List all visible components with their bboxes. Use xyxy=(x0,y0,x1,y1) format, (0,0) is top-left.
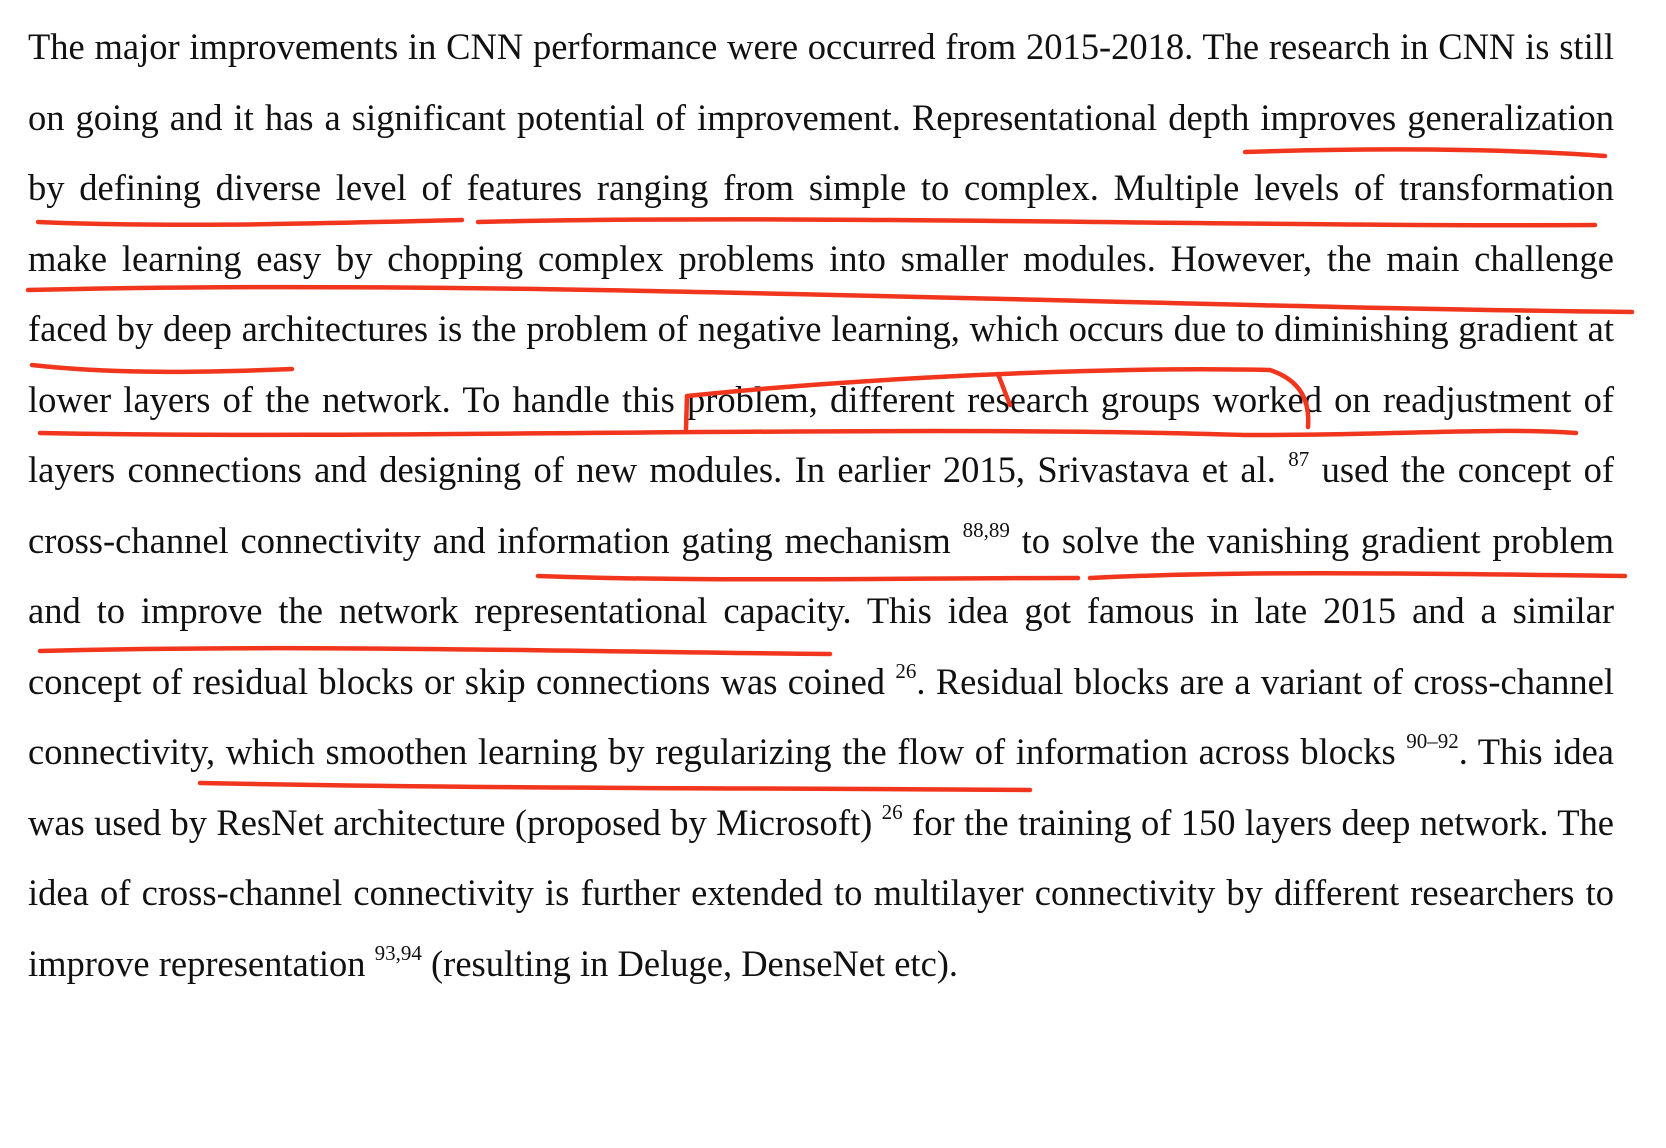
text-run: The major improvements in CNN performanc… xyxy=(28,26,1614,138)
text-run: used the concept of cross-channel connec… xyxy=(28,449,1614,561)
text-run: . This idea was used by ResNet architect… xyxy=(28,731,1614,843)
text-run: diminishing gradient at lower layers xyxy=(28,308,1614,420)
citation-superscript: 88,89 xyxy=(962,517,1010,542)
citation-superscript: 93,94 xyxy=(374,940,422,965)
text-run: Representational depth improves generali… xyxy=(28,96,1614,350)
text-run: to solve the vanishing gradient problem … xyxy=(28,519,1614,702)
text-run: for the training of 150 layers deep netw… xyxy=(28,801,1614,984)
citation-superscript: 26 xyxy=(895,658,917,683)
text-run: . Residual blocks are a variant of cross… xyxy=(28,660,1614,773)
body-paragraph: The major improvements in CNN performanc… xyxy=(28,12,1614,999)
text-run: (resulting in Deluge, DenseNet etc). xyxy=(421,942,959,984)
text-run: of the network. To handle this problem, … xyxy=(28,378,1614,491)
citation-superscript: 87 xyxy=(1288,447,1310,471)
citation-superscript: 26 xyxy=(881,799,903,824)
citation-superscript: 90–92 xyxy=(1406,729,1459,753)
